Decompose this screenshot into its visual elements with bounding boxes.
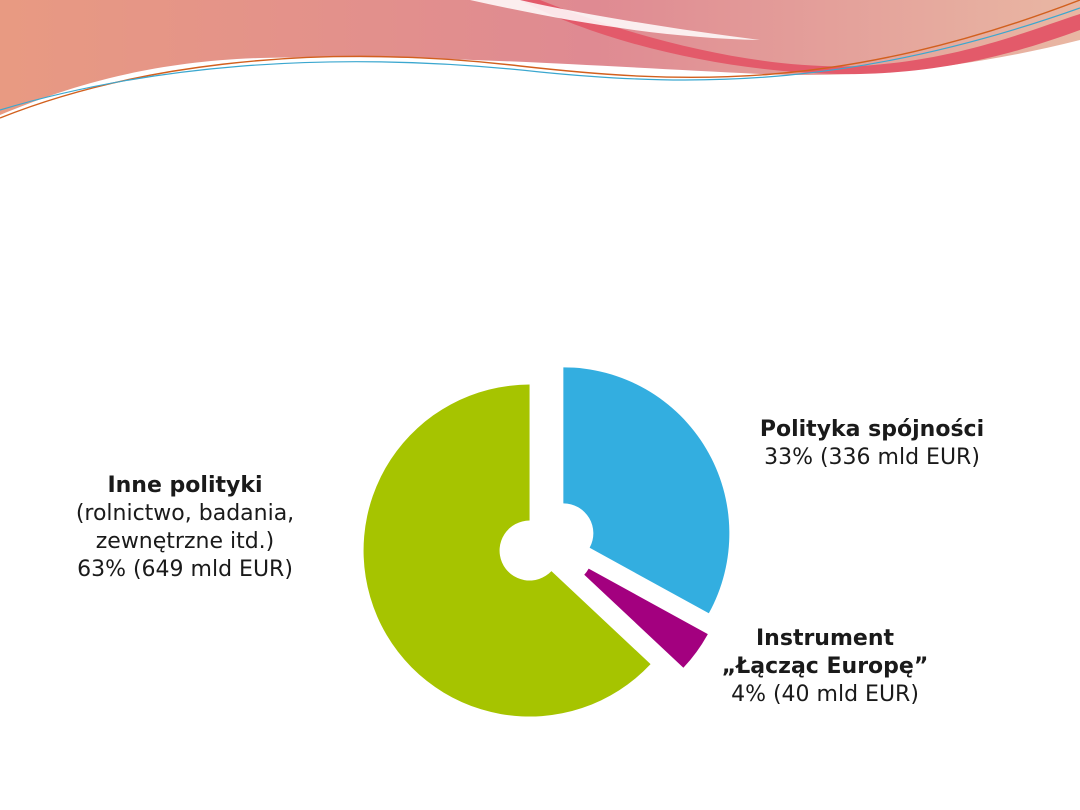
header-line-orange: [0, 0, 1080, 119]
label-instrument-name2: „Łącząc Europę”: [721, 654, 929, 679]
pie-slice-spojnosci: [563, 367, 730, 614]
label-inne-polityki: Inne polityki (rolnictwo, badania, zewnę…: [30, 472, 340, 584]
pie-slice-inne: [363, 384, 651, 717]
header-wave-decoration: [0, 0, 1080, 119]
label-instrument-value: 4% (40 mld EUR): [731, 682, 919, 707]
header-accent: [520, 0, 1080, 75]
pie-slice-instrument: [584, 568, 708, 668]
label-inne-value: 63% (649 mld EUR): [77, 557, 293, 582]
label-inne-line1: (rolnictwo, badania,: [75, 501, 295, 526]
label-instrument-name1: Instrument: [756, 626, 894, 651]
header-band: [0, 0, 1080, 115]
label-polityka-spojnosci: Polityka spójności 33% (336 mld EUR): [722, 416, 1022, 472]
label-inne-line2: zewnętrzne itd.): [95, 529, 275, 554]
label-spojnosci-name: Polityka spójności: [759, 417, 985, 442]
label-spojnosci-value: 33% (336 mld EUR): [764, 445, 980, 470]
label-instrument: Instrument „Łącząc Europę” 4% (40 mld EU…: [690, 625, 960, 709]
header-line-blue: [0, 7, 1080, 111]
label-inne-name: Inne polityki: [107, 473, 263, 498]
header-white-swoosh: [470, 0, 760, 40]
